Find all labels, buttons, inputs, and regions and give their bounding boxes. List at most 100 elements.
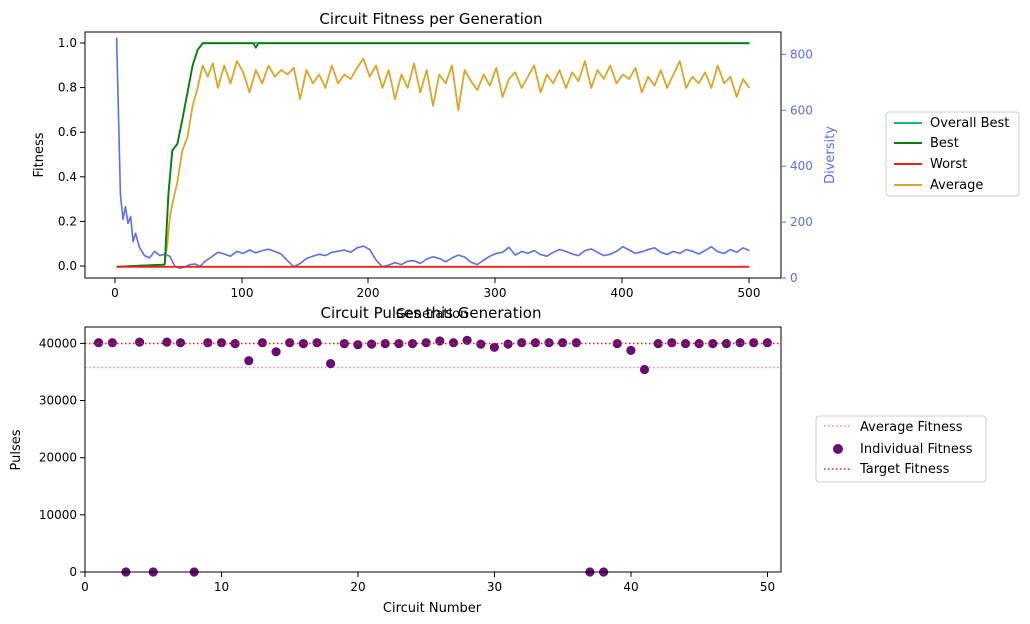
pulses-y-tick-label: 40000 xyxy=(39,336,77,350)
pulses-y-tick-label: 30000 xyxy=(39,394,77,408)
pulses-y-axis-label: Pulses xyxy=(9,429,24,470)
individual-fitness-point xyxy=(285,338,295,348)
pulses-x-tick-label: 0 xyxy=(81,580,89,594)
legend-label-average: Average xyxy=(930,178,983,193)
fitness-y-tick-label: 0.8 xyxy=(58,81,77,95)
legend-label-best: Best xyxy=(930,136,959,151)
diversity-y-axis-label: Diversity xyxy=(823,126,838,184)
individual-fitness-point xyxy=(367,339,377,349)
pulses-y-ticks: 0 10000 20000 30000 40000 xyxy=(39,336,85,579)
individual-fitness-point xyxy=(94,338,104,348)
individual-fitness-point xyxy=(107,338,117,348)
pulses-plot-frame xyxy=(84,326,782,573)
pulses-legend-box xyxy=(815,415,987,483)
fitness-plot-frame xyxy=(84,31,782,279)
fitness-x-tick-label: 100 xyxy=(231,286,254,300)
individual-fitness-point xyxy=(312,338,322,348)
pulses-y-tick-label: 0 xyxy=(69,565,77,579)
legend-swatch-individual-fitness xyxy=(833,444,843,454)
legend-label-overall-best: Overall Best xyxy=(930,116,1009,131)
individual-fitness-point xyxy=(708,339,718,349)
individual-fitness-point xyxy=(462,335,472,345)
fitness-x-tick-label: 300 xyxy=(484,286,507,300)
pulses-x-tick-label: 30 xyxy=(487,580,502,594)
pulses-x-ticks: 0 10 20 30 40 50 xyxy=(81,572,775,594)
diversity-y-tick-label: 400 xyxy=(790,159,813,173)
diversity-y-tick-label: 200 xyxy=(790,215,813,229)
legend-label-individual-fitness: Individual Fitness xyxy=(860,442,973,457)
individual-fitness-point xyxy=(503,339,513,349)
individual-fitness-point xyxy=(735,338,745,348)
individual-fitness-point xyxy=(749,338,759,348)
diversity-y-ticks: 0 200 400 600 800 xyxy=(781,47,813,285)
pulses-chart-title: Circuit Pulses this Generation xyxy=(321,304,542,322)
pulses-y-tick-label: 20000 xyxy=(39,451,77,465)
fitness-x-ticks: 0 100 200 300 400 500 xyxy=(111,278,760,300)
fitness-legend-box xyxy=(885,111,1020,197)
fitness-y-tick-label: 0.4 xyxy=(58,170,77,184)
individual-fitness-point xyxy=(448,338,459,348)
individual-fitness-point xyxy=(230,339,240,349)
legend-label-target-fitness: Target Fitness xyxy=(859,462,950,477)
individual-fitness-point xyxy=(558,338,568,348)
individual-fitness-point xyxy=(162,337,172,347)
pulses-y-tick-label: 10000 xyxy=(39,508,77,522)
pulses-plot-marks xyxy=(85,335,781,577)
fitness-legend: Overall Best Best Worst Average xyxy=(885,111,1020,197)
individual-fitness-point xyxy=(407,339,418,349)
individual-fitness-point xyxy=(271,347,281,357)
fitness-x-tick-label: 0 xyxy=(111,286,119,300)
fitness-x-tick-label: 400 xyxy=(611,286,634,300)
individual-fitness-point xyxy=(203,338,213,348)
individual-fitness-point xyxy=(257,338,267,348)
individual-fitness-point xyxy=(298,339,308,349)
individual-fitness-point xyxy=(530,338,541,348)
fitness-y-tick-label: 0.2 xyxy=(58,214,77,228)
individual-fitness-point xyxy=(489,342,499,352)
individual-fitness-point xyxy=(135,337,145,347)
individual-fitness-point xyxy=(694,339,704,349)
individual-fitness-point xyxy=(639,364,650,375)
pulses-x-tick-label: 10 xyxy=(214,580,229,594)
diversity-y-tick-label: 600 xyxy=(790,103,813,117)
individual-fitness-point xyxy=(667,338,677,348)
individual-fitness-point xyxy=(244,356,254,366)
fitness-plot-lines xyxy=(115,37,751,270)
individual-fitness-point xyxy=(517,338,527,348)
fitness-y-axis-label: Fitness xyxy=(32,132,47,177)
pulses-x-tick-label: 50 xyxy=(760,580,775,594)
pulses-x-tick-label: 40 xyxy=(623,580,638,594)
pulses-legend: Average Fitness Individual Fitness Targe… xyxy=(815,415,987,483)
pulses-chart: Circuit Pulses this Generation 0 10 20 3… xyxy=(9,304,987,616)
fitness-x-axis-label: Generation xyxy=(396,307,469,322)
fitness-chart: Circuit Fitness per Generation 0 100 200… xyxy=(32,10,1020,322)
fitness-x-tick-label: 200 xyxy=(357,286,380,300)
fitness-y-tick-label: 0.0 xyxy=(58,259,77,273)
individual-fitness-point xyxy=(339,339,349,349)
fitness-chart-title: Circuit Fitness per Generation xyxy=(319,10,542,28)
fitness-y-tick-label: 1.0 xyxy=(58,36,77,50)
individual-fitness-point xyxy=(394,339,404,349)
fitness-x-tick-label: 500 xyxy=(738,286,761,300)
legend-label-worst: Worst xyxy=(930,157,967,172)
overall-best-line xyxy=(116,42,750,268)
individual-fitness-point xyxy=(353,340,363,350)
individual-fitness-point xyxy=(175,338,186,348)
legend-label-average-fitness: Average Fitness xyxy=(860,420,963,435)
individual-fitness-point xyxy=(476,339,486,349)
individual-fitness-point xyxy=(762,338,773,348)
individual-fitness-point xyxy=(544,338,554,348)
best-line xyxy=(116,42,750,268)
diversity-y-tick-label: 0 xyxy=(790,271,798,285)
fitness-y-tick-label: 0.6 xyxy=(58,125,77,139)
average-line xyxy=(116,57,751,268)
individual-fitness-point xyxy=(571,338,581,348)
individual-fitness-point xyxy=(216,338,227,348)
diversity-line xyxy=(115,37,750,270)
pulses-x-axis-label: Circuit Number xyxy=(383,601,482,616)
individual-fitness-point xyxy=(421,338,431,348)
individual-fitness-point xyxy=(326,359,336,369)
pulses-x-tick-label: 20 xyxy=(350,580,365,594)
individual-fitness-point xyxy=(435,336,445,346)
